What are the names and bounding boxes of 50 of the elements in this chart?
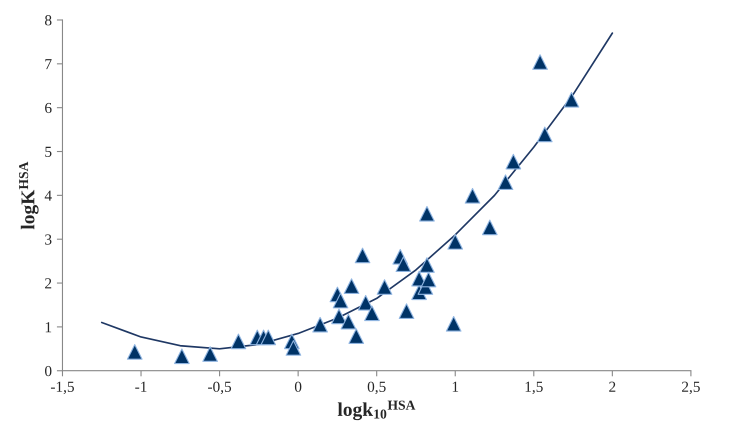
x-tick-label: 1,5 — [526, 382, 543, 394]
y-tick-label: 0 — [45, 366, 52, 376]
point — [482, 220, 498, 236]
point — [354, 248, 370, 264]
point — [536, 126, 553, 142]
point — [344, 278, 360, 294]
x-tick-label: -1 — [135, 382, 146, 392]
point — [376, 279, 392, 295]
y-tick-label: 3 — [45, 234, 52, 245]
y-tick-label: 6 — [45, 102, 52, 114]
point — [230, 334, 246, 350]
x-tick-label: 2 — [609, 382, 616, 392]
point — [446, 316, 462, 332]
y-tick-label: 2 — [45, 278, 52, 288]
y-axis-title: logK$^{HSA}$ — [19, 162, 39, 230]
y-tick-label: 8 — [45, 15, 52, 26]
point — [419, 206, 435, 222]
x-axis-title: logk$_{10}$$^{HSA}$ — [338, 400, 416, 420]
point — [398, 303, 414, 319]
x-tick-label: -0,5 — [208, 382, 232, 394]
x-tick-label: 1 — [452, 382, 458, 392]
point — [312, 316, 328, 333]
point — [332, 292, 348, 308]
point — [420, 272, 436, 288]
y-tick-label: 4 — [44, 190, 52, 201]
line-series — [100, 32, 614, 350]
point — [331, 308, 347, 324]
point — [564, 92, 580, 108]
y-tick-label: 1 — [46, 322, 52, 332]
point — [348, 328, 364, 344]
point — [340, 314, 356, 330]
x-tick-label: 2,5 — [682, 382, 700, 394]
point — [396, 256, 412, 272]
x-tick-label: -1,5 — [50, 382, 74, 394]
point — [364, 305, 380, 322]
point — [260, 330, 276, 346]
point — [286, 340, 302, 356]
x-tick-label: 0,5 — [368, 382, 386, 394]
point — [447, 234, 464, 250]
point — [126, 344, 143, 360]
point — [506, 154, 522, 170]
point — [419, 257, 435, 273]
y-tick-label: 7 — [45, 59, 52, 70]
y-tick-label: 5 — [45, 146, 52, 157]
point — [174, 348, 190, 364]
point — [532, 54, 548, 70]
x-tick-label: 0 — [294, 382, 302, 392]
point — [464, 188, 480, 204]
point — [498, 174, 514, 190]
point — [202, 346, 218, 362]
